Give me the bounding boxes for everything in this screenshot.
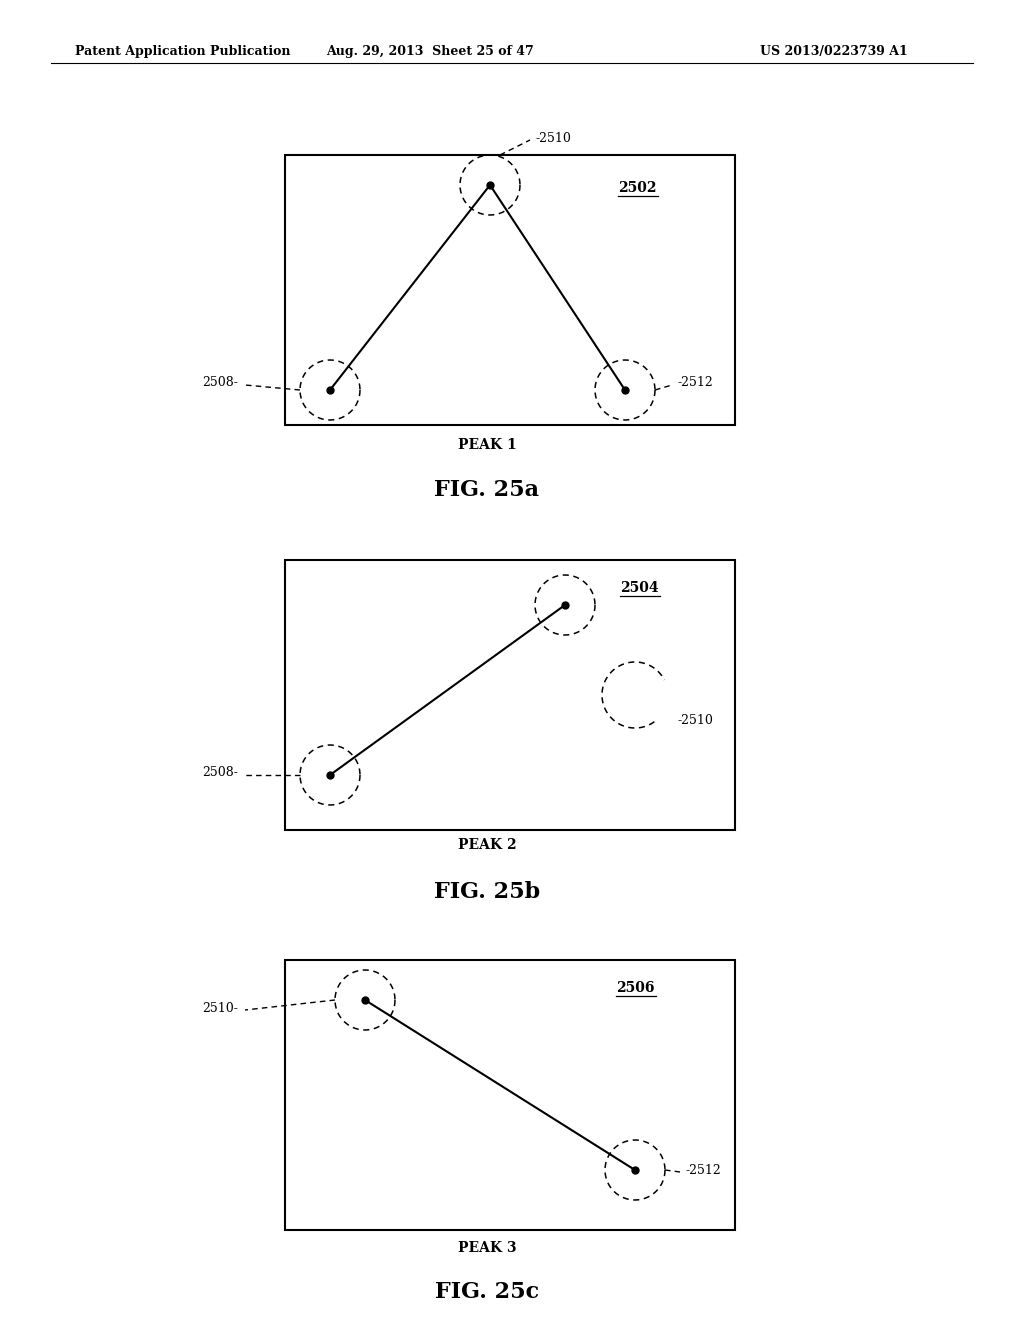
- Text: PEAK 3: PEAK 3: [458, 1241, 516, 1255]
- Text: PEAK 1: PEAK 1: [458, 438, 516, 451]
- Text: -2510: -2510: [535, 132, 570, 144]
- Text: Patent Application Publication: Patent Application Publication: [75, 45, 291, 58]
- Bar: [285, 560, 735, 830]
- Text: 2508-: 2508-: [202, 376, 238, 389]
- Bar: [285, 154, 735, 425]
- Text: 2508-: 2508-: [202, 767, 238, 780]
- Text: FIG. 25a: FIG. 25a: [434, 479, 540, 502]
- Text: 2510-: 2510-: [202, 1002, 238, 1015]
- Text: PEAK 2: PEAK 2: [458, 838, 516, 851]
- Text: 2502: 2502: [618, 181, 656, 195]
- Text: FIG. 25b: FIG. 25b: [434, 880, 540, 903]
- Text: -2510: -2510: [678, 714, 714, 726]
- Text: US 2013/0223739 A1: US 2013/0223739 A1: [760, 45, 907, 58]
- Text: FIG. 25c: FIG. 25c: [435, 1280, 539, 1303]
- Text: -2512: -2512: [678, 376, 714, 389]
- Text: -2512: -2512: [685, 1163, 721, 1176]
- Text: Aug. 29, 2013  Sheet 25 of 47: Aug. 29, 2013 Sheet 25 of 47: [326, 45, 534, 58]
- Text: 2506: 2506: [616, 981, 654, 995]
- Bar: [285, 960, 735, 1230]
- Text: 2504: 2504: [620, 581, 658, 595]
